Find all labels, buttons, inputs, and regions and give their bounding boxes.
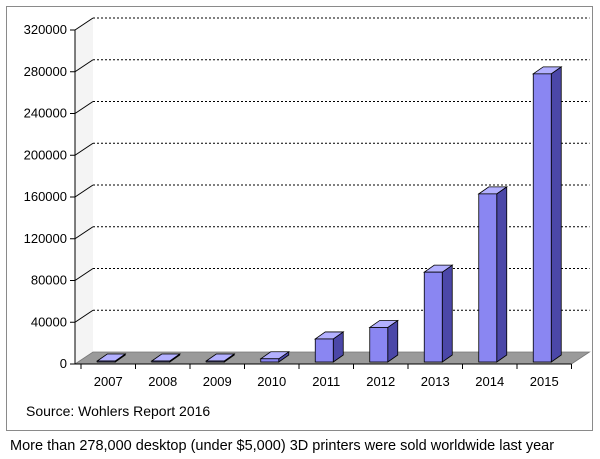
y-tick-label: 280000 [24,64,67,79]
gridline-connector [74,142,94,156]
y-tick-label: 80000 [31,273,67,288]
x-tick-label: 2013 [421,374,450,389]
y-tick-label: 160000 [24,189,67,204]
bar-side [496,186,508,363]
bar-side [441,264,453,363]
gridline-connector [74,268,94,281]
gridline-connector [74,101,94,114]
y-tick-label: 0 [60,356,67,371]
gridline-connector [74,59,94,73]
y-tick-label: 120000 [24,231,67,246]
gridline-connector [74,184,94,198]
bar [260,358,280,363]
bar [478,193,498,363]
x-tick-label: 2010 [257,374,286,389]
gridline-connector [74,309,94,323]
y-tick-label: 320000 [24,22,67,37]
x-tick-label: 2007 [94,374,123,389]
y-tick-label: 40000 [31,314,67,329]
y-tick-label: 200000 [24,147,67,162]
x-tick-label: 2011 [312,374,340,389]
bar [151,360,171,363]
source-note: Source: Wohlers Report 2016 [26,403,211,419]
x-tick-label: 2008 [148,374,177,389]
gridline-connector [74,226,94,240]
x-tick-label: 2015 [530,374,559,389]
x-tick-label: 2012 [366,374,395,389]
x-tick-label: 2014 [475,374,504,389]
bar [369,327,389,363]
gridline-connector [74,17,94,31]
bar [532,73,552,363]
bar [96,360,116,363]
bar [205,360,225,363]
bar [423,271,443,363]
bar-side [550,66,562,363]
y-tick-label: 240000 [24,106,67,121]
bar [314,338,334,363]
caption: More than 278,000 desktop (under $5,000)… [10,438,555,454]
x-tick-label: 2009 [203,374,232,389]
